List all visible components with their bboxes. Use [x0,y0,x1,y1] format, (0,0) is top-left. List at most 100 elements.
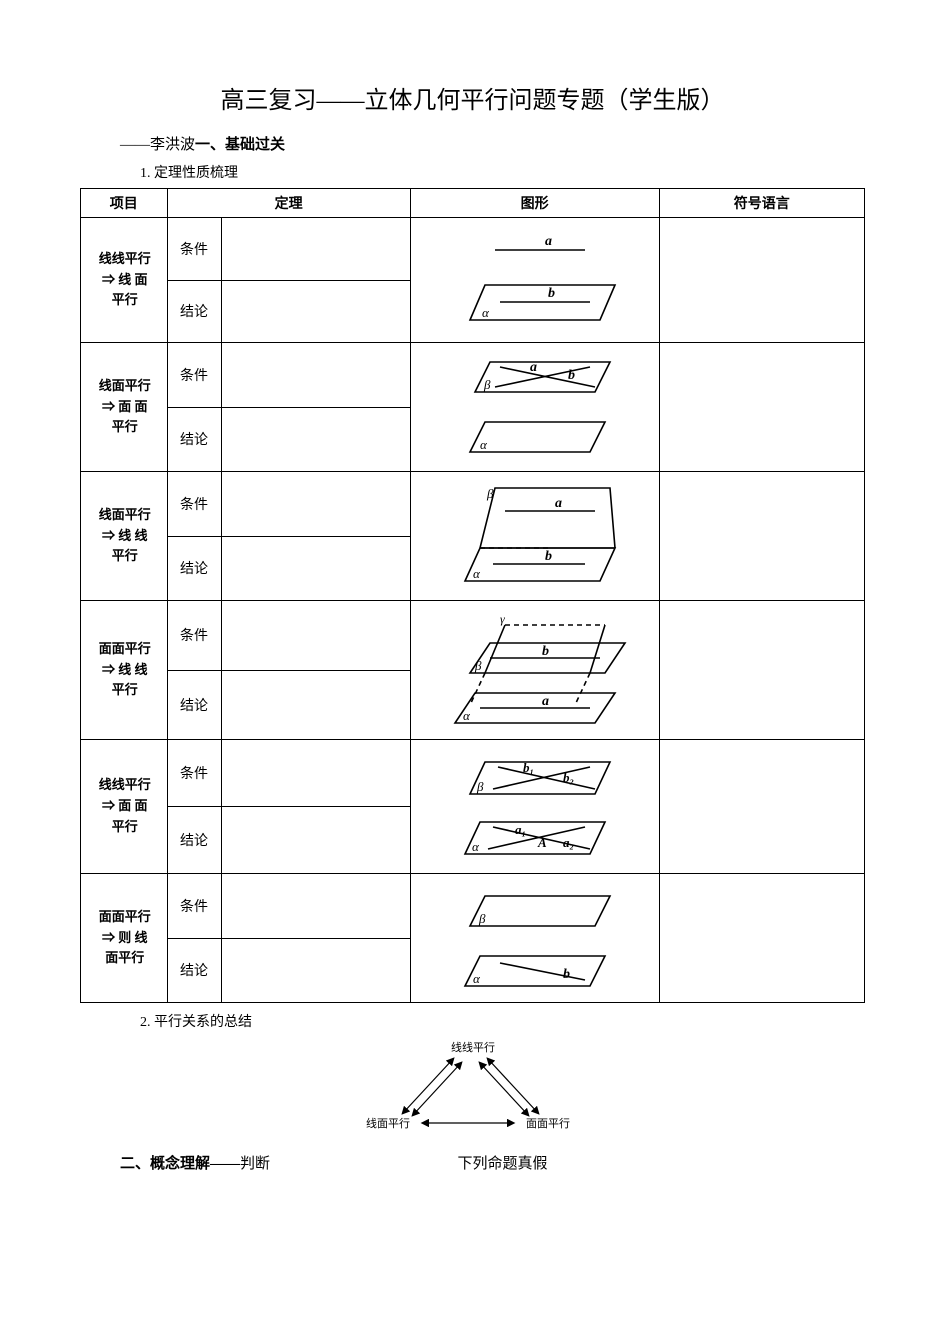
th-item: 项目 [81,189,168,218]
cond-label: 条件 [167,740,221,807]
svg-text:α: α [472,839,480,854]
table-row: 线面平行 ⇒ 面 面 平行 条件 β a b α [81,343,865,408]
figure-cell-5: β b₁ b₂ α a₁ A a₂ [410,740,659,874]
svg-text:b: b [563,967,570,982]
tri-top-label: 线线平行 [451,1040,495,1054]
cond-label: 条件 [167,601,221,671]
svg-text:a: a [542,694,549,709]
symbol-blank [659,218,865,343]
svg-text:α: α [473,566,481,581]
figure-cell-3: β a b α [410,472,659,601]
relation-cell-4: 面面平行 ⇒ 线 线 平行 [81,601,168,740]
relation-cell-3: 线面平行 ⇒ 线 线 平行 [81,472,168,601]
page-title: 高三复习——立体几何平行问题专题（学生版） [80,80,865,115]
svg-text:b: b [548,286,555,301]
cond-label: 条件 [167,218,221,281]
rel-line: 平行 [112,419,138,434]
table-row: 线线平行 ⇒ 面 面 平行 条件 β b₁ [81,740,865,807]
section2-line: 二、概念理解——判断 下列命题真假 [120,1152,865,1173]
relation-cell-2: 线面平行 ⇒ 面 面 平行 [81,343,168,472]
rel-line: ⇒ 线 面 [102,272,148,287]
conc-label: 结论 [167,280,221,343]
theorem-cond-blank [221,343,410,408]
rel-line: ⇒ 则 线 [102,930,148,945]
svg-text:β: β [474,658,482,673]
theorem-conc-blank [221,938,410,1003]
figure-cell-4: γ β b α a [410,601,659,740]
symbol-blank [659,740,865,874]
svg-text:γ: γ [500,612,505,626]
svg-text:b₂: b₂ [563,770,574,785]
svg-text:β: β [483,377,491,392]
cond-label: 条件 [167,343,221,408]
svg-text:a: a [545,234,552,249]
section1-label: 一、基础过关 [195,137,285,153]
rel-line: 平行 [112,819,138,834]
svg-text:α: α [482,305,490,320]
svg-text:a₂: a₂ [563,835,574,850]
svg-text:b: b [568,368,575,383]
author-prefix: ——李洪波 [120,137,195,153]
theorem-conc-blank [221,807,410,874]
table-row: 线线平行 ⇒ 线 面 平行 条件 a b α [81,218,865,281]
theorem-cond-blank [221,740,410,807]
svg-text:β: β [476,779,484,794]
section2-head: 二、概念理解—— [120,1156,240,1172]
rel-line: 线线平行 [99,777,151,792]
svg-text:β: β [486,486,494,501]
figure-cell-1: a b α [410,218,659,343]
sub-1-2: 2. 平行关系的总结 [140,1011,865,1031]
symbol-blank [659,472,865,601]
rel-line: 线面平行 [99,378,151,393]
svg-text:a: a [530,360,537,375]
rel-line: ⇒ 线 线 [102,528,148,543]
svg-text:β: β [478,911,486,926]
theorem-table: 项目 定理 图形 符号语言 线线平行 ⇒ 线 面 平行 条件 [80,188,865,1003]
symbol-blank [659,874,865,1003]
rel-line: ⇒ 线 线 [102,662,148,677]
conc-label: 结论 [167,407,221,472]
relation-cell-5: 线线平行 ⇒ 面 面 平行 [81,740,168,874]
th-symbol: 符号语言 [659,189,865,218]
theorem-cond-blank [221,218,410,281]
rel-line: ⇒ 面 面 [102,399,148,414]
svg-text:α: α [463,708,471,723]
symbol-blank [659,601,865,740]
theorem-cond-blank [221,472,410,537]
section2-tail: 下列命题真假 [458,1156,548,1172]
relation-cell-6: 面面平行 ⇒ 则 线 面平行 [81,874,168,1003]
rel-line: ⇒ 面 面 [102,798,148,813]
theorem-cond-blank [221,874,410,939]
theorem-conc-blank [221,670,410,740]
rel-line: 线面平行 [99,507,151,522]
table-row: 线面平行 ⇒ 线 线 平行 条件 β a [81,472,865,537]
svg-text:α: α [473,971,481,986]
tri-left-label: 线面平行 [366,1116,410,1130]
rel-line: 平行 [112,292,138,307]
section2-mid: 判断 [240,1156,270,1172]
conc-label: 结论 [167,807,221,874]
theorem-cond-blank [221,601,410,671]
rel-line: 平行 [112,682,138,697]
table-row: 面面平行 ⇒ 线 线 平行 条件 [81,601,865,671]
relation-triangle: 线线平行 线面平行 面面平行 [80,1037,865,1142]
conc-label: 结论 [167,536,221,601]
rel-line: 面平行 [105,950,144,965]
svg-text:α: α [480,437,488,452]
th-figure: 图形 [410,189,659,218]
symbol-blank [659,343,865,472]
figure-cell-2: β a b α [410,343,659,472]
th-theorem: 定理 [167,189,410,218]
rel-line: 平行 [112,548,138,563]
sub-1-1: 1. 定理性质梳理 [140,162,865,182]
rel-line: 线线平行 [99,251,151,266]
cond-label: 条件 [167,874,221,939]
table-row: 面面平行 ⇒ 则 线 面平行 条件 β α b [81,874,865,939]
svg-text:b: b [545,549,552,564]
svg-text:b₁: b₁ [523,760,534,775]
conc-label: 结论 [167,938,221,1003]
theorem-conc-blank [221,407,410,472]
tri-right-label: 面面平行 [526,1117,570,1130]
conc-label: 结论 [167,670,221,740]
svg-text:a: a [555,496,562,511]
